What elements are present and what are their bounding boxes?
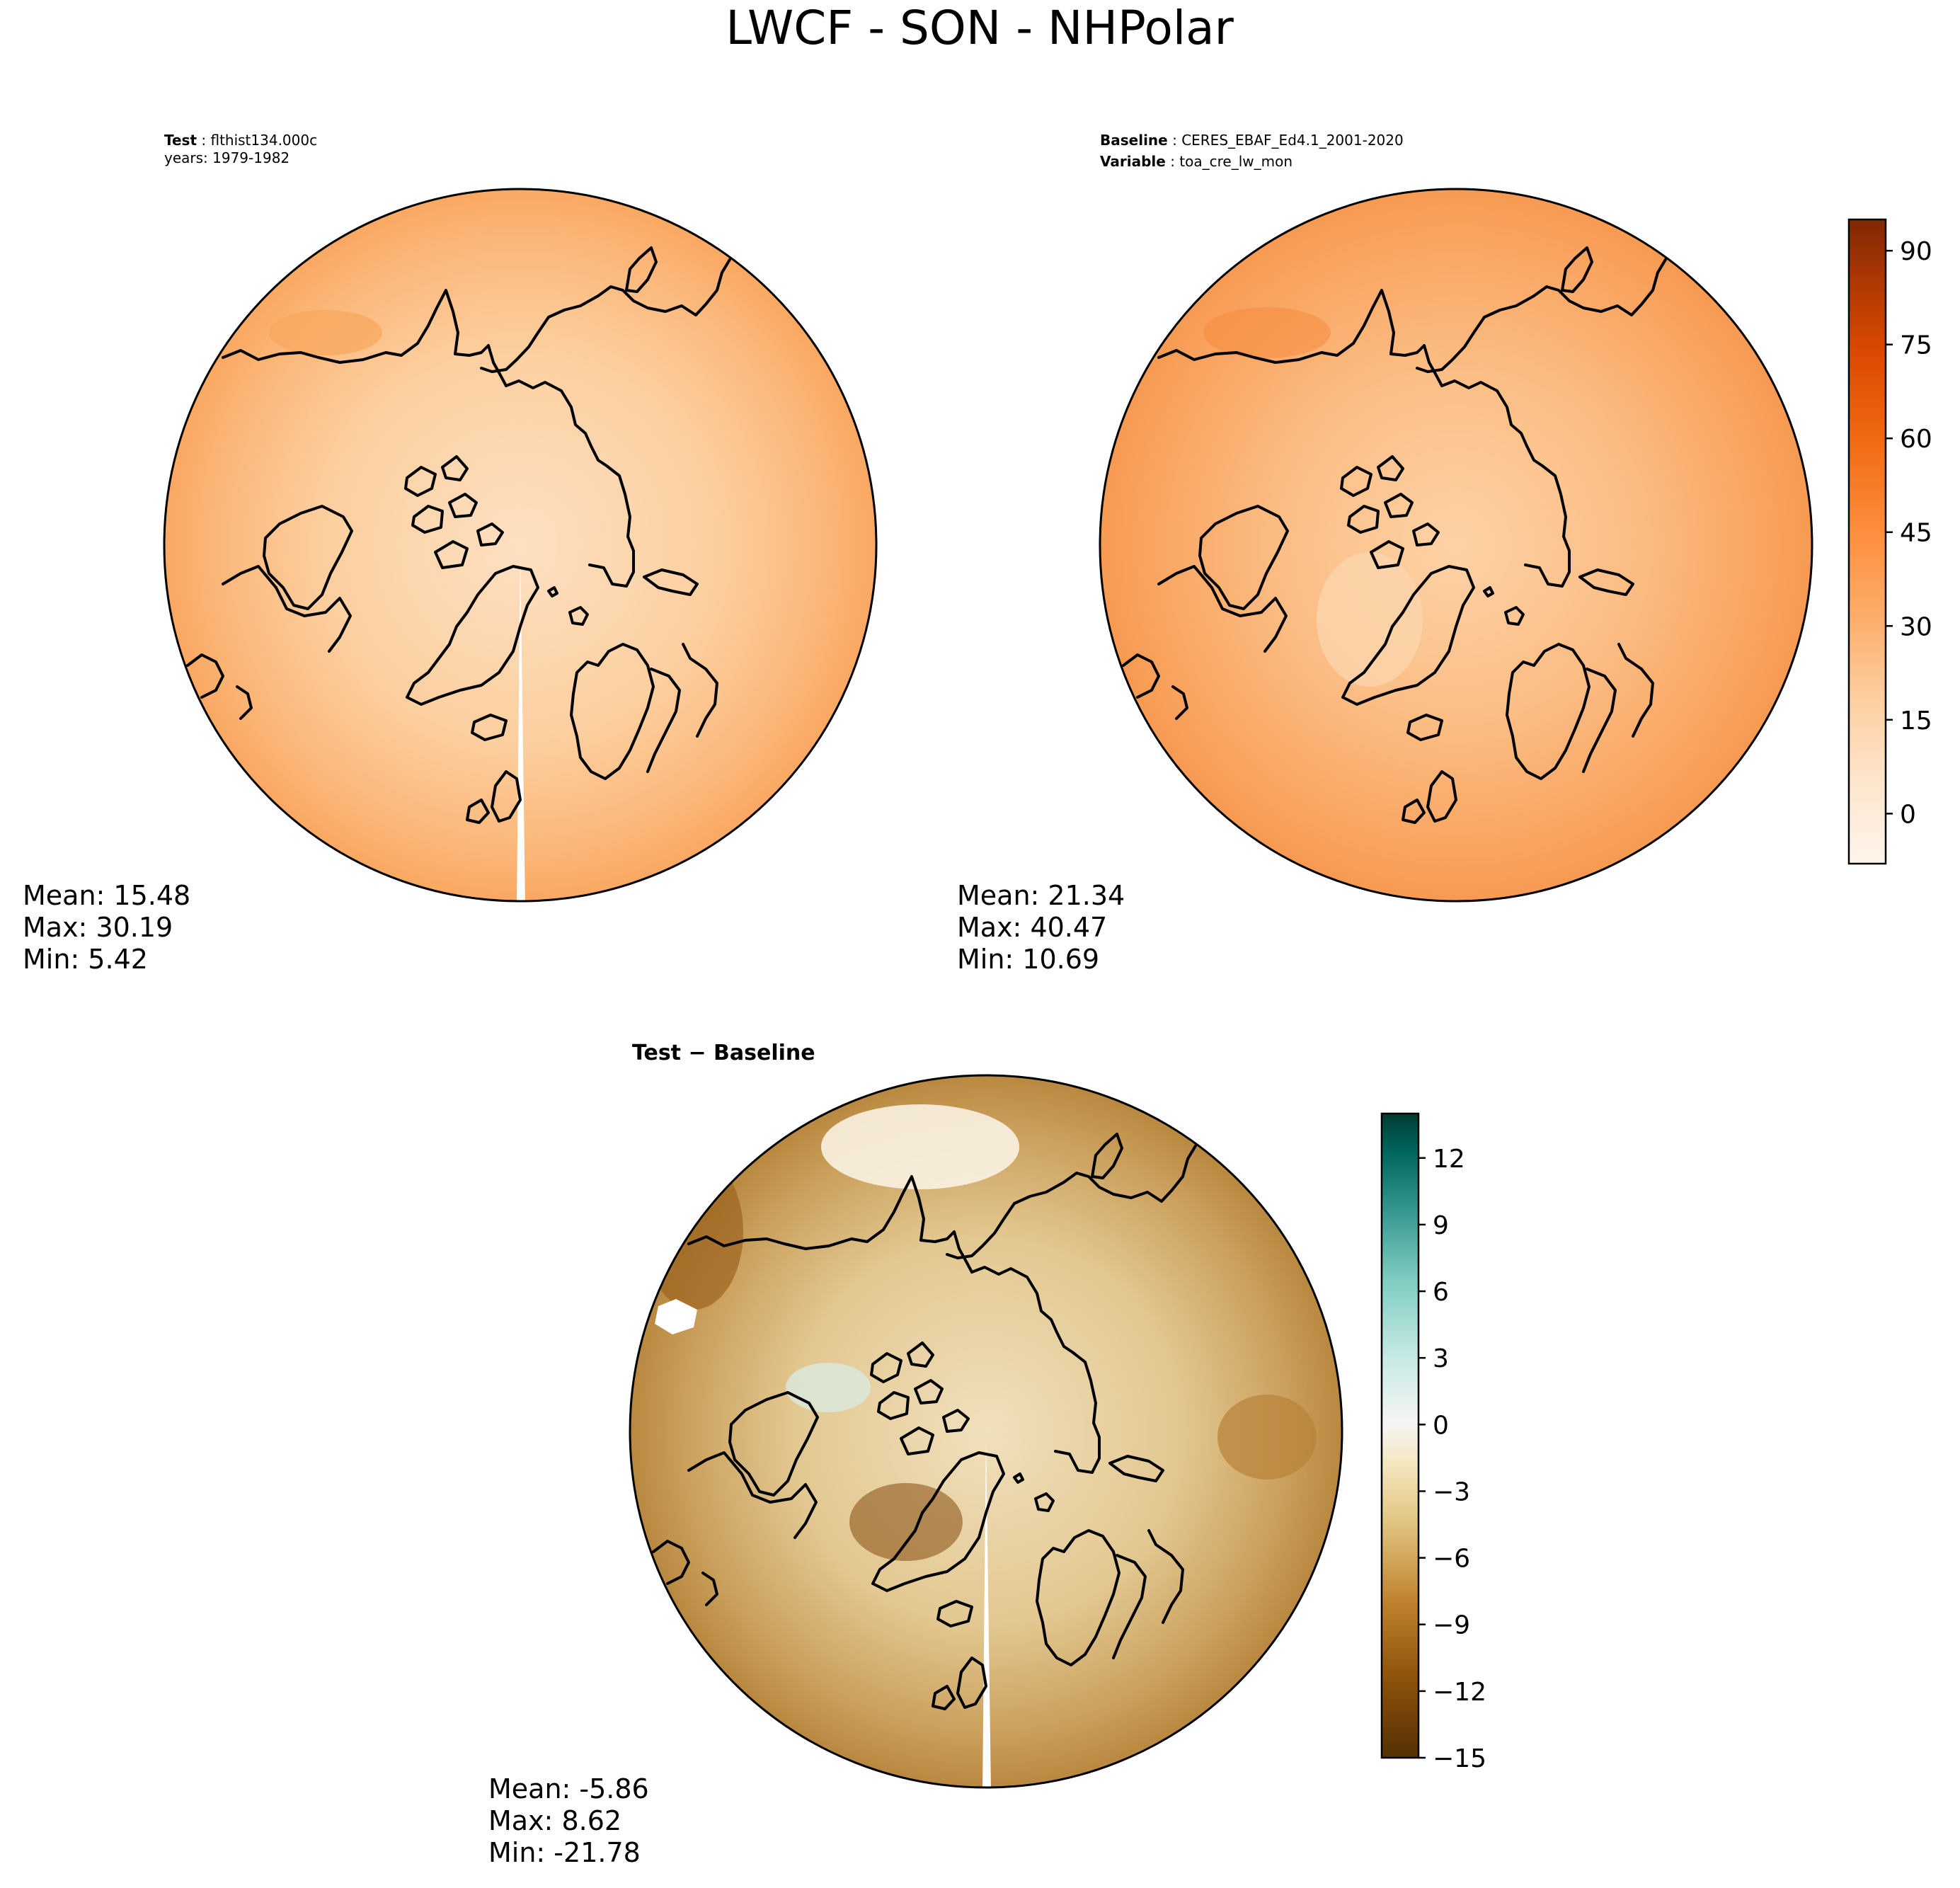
diff-colorbar-tick-label: 12 bbox=[1433, 1145, 1465, 1174]
main-colorbar-tick-label: 45 bbox=[1900, 519, 1932, 548]
diff-panel: Test − Baseline Mean: -5.86 Max: 8.62 Mi… bbox=[488, 1041, 1343, 1868]
main-colorbar-ticks: 0 15 30 45 60 75 90 bbox=[1886, 237, 1932, 829]
test-min: Min: 5.42 bbox=[23, 944, 148, 975]
baseline-map bbox=[1100, 189, 1812, 901]
diff-min: Min: -21.78 bbox=[488, 1837, 641, 1868]
test-mean: Mean: 15.48 bbox=[23, 880, 190, 911]
test-years: years: 1979-1982 bbox=[164, 149, 290, 166]
baseline-header-line-1: Baseline : CERES_EBAF_Ed4.1_2001-2020 bbox=[1100, 132, 1404, 149]
baseline-header-line-2: Variable : toa_cre_lw_mon bbox=[1100, 153, 1293, 170]
main-colorbar-gradient bbox=[1849, 219, 1886, 864]
main-colorbar-frame bbox=[1847, 218, 1887, 865]
test-header-line-1: Test : flthist134.000c bbox=[164, 132, 317, 149]
test-header-key: Test bbox=[164, 132, 197, 149]
test-field-fill bbox=[164, 189, 876, 901]
baseline-dataset: CERES_EBAF_Ed4.1_2001-2020 bbox=[1181, 132, 1404, 149]
diff-max: Max: 8.62 bbox=[488, 1805, 621, 1836]
diff-map-boundary bbox=[629, 1074, 1343, 1789]
diff-colorbar-gradient bbox=[1382, 1114, 1419, 1758]
diff-colorbar-frame bbox=[1380, 1112, 1420, 1759]
diff-colorbar: −15 −12 −9 −6 −3 0 3 6 9 12 bbox=[1380, 1112, 1486, 1773]
diff-strong-negative-region bbox=[644, 1154, 743, 1310]
test-missing-data-wedge bbox=[517, 552, 525, 901]
baseline-variable: toa_cre_lw_mon bbox=[1179, 153, 1293, 170]
test-panel: Test : flthist134.000c years: 1979-1982 … bbox=[23, 132, 878, 975]
baseline-field-high-region bbox=[1203, 307, 1331, 358]
diff-colorbar-tick-label: −3 bbox=[1433, 1477, 1470, 1506]
diff-colorbar-tick-label: 9 bbox=[1433, 1211, 1449, 1240]
main-colorbar-tick-label: 75 bbox=[1900, 331, 1932, 360]
baseline-header-key: Baseline bbox=[1100, 132, 1168, 149]
baseline-greenland-low-region bbox=[1317, 552, 1423, 687]
baseline-map-boundary bbox=[1099, 188, 1813, 903]
diff-greenland-negative-region bbox=[849, 1483, 963, 1561]
main-colorbar: 0 15 30 45 60 75 90 bbox=[1847, 218, 1932, 865]
variable-header-key: Variable bbox=[1100, 153, 1166, 170]
test-map bbox=[164, 189, 876, 901]
baseline-max: Max: 40.47 bbox=[957, 912, 1107, 943]
diff-map bbox=[630, 1075, 1342, 1787]
test-map-boundary bbox=[163, 188, 878, 903]
baseline-field-fill bbox=[1100, 189, 1812, 901]
main-colorbar-tick-label: 15 bbox=[1900, 706, 1932, 736]
test-max: Max: 30.19 bbox=[23, 912, 173, 943]
baseline-panel: Baseline : CERES_EBAF_Ed4.1_2001-2020 Va… bbox=[957, 132, 1813, 975]
main-colorbar-tick-label: 90 bbox=[1900, 237, 1932, 266]
diff-missing-data-patch bbox=[655, 1299, 697, 1334]
diff-missing-data-wedge bbox=[982, 1438, 991, 1787]
diff-negative-region bbox=[1217, 1395, 1317, 1480]
main-colorbar-tick-label: 0 bbox=[1900, 800, 1916, 829]
main-colorbar-tick-label: 30 bbox=[1900, 612, 1932, 641]
diff-header: Test − Baseline bbox=[632, 1041, 815, 1065]
figure-title: LWCF - SON - NHPolar bbox=[726, 1, 1234, 55]
diff-colorbar-tick-label: −9 bbox=[1433, 1611, 1470, 1640]
baseline-header-separator: : bbox=[1168, 132, 1181, 149]
test-case-name: flthist134.000c bbox=[210, 132, 317, 149]
baseline-min: Min: 10.69 bbox=[957, 944, 1099, 975]
diff-mean: Mean: -5.86 bbox=[488, 1773, 649, 1804]
baseline-mean: Mean: 21.34 bbox=[957, 880, 1125, 911]
diff-colorbar-tick-label: −15 bbox=[1433, 1744, 1486, 1773]
diff-positive-region bbox=[786, 1363, 871, 1412]
diff-colorbar-tick-label: 6 bbox=[1433, 1278, 1449, 1307]
variable-header-separator: : bbox=[1166, 153, 1179, 170]
diff-colorbar-tick-label: −12 bbox=[1433, 1678, 1486, 1707]
diff-colorbar-tick-label: 0 bbox=[1433, 1411, 1449, 1440]
test-field-high-region bbox=[269, 310, 382, 355]
test-header-separator: : bbox=[197, 132, 210, 149]
diff-colorbar-ticks: −15 −12 −9 −6 −3 0 3 6 9 12 bbox=[1419, 1145, 1486, 1773]
diff-field-fill bbox=[630, 1075, 1342, 1787]
diff-colorbar-tick-label: 3 bbox=[1433, 1344, 1449, 1373]
main-colorbar-tick-label: 60 bbox=[1900, 425, 1932, 454]
diff-colorbar-tick-label: −6 bbox=[1433, 1545, 1470, 1574]
diff-near-zero-region bbox=[821, 1104, 1019, 1189]
